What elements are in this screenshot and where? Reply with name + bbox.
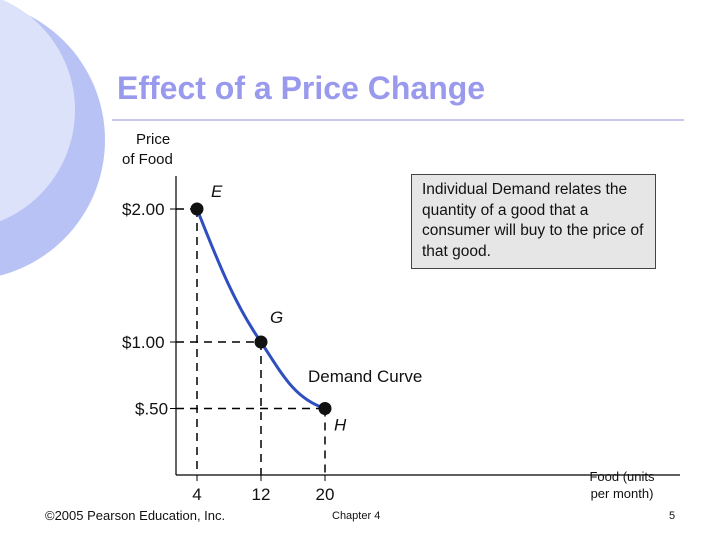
- title-divider: [112, 119, 684, 121]
- y-axis-label-line: of Food: [122, 151, 173, 168]
- point-label-e: E: [211, 182, 223, 201]
- footer-copyright: ©2005 Pearson Education, Inc.: [45, 508, 226, 523]
- demand-curve-label: Demand Curve: [308, 367, 422, 386]
- y-axis-label-line: Price: [136, 131, 170, 148]
- point-h: [318, 402, 332, 415]
- x-tick-label: 4: [192, 485, 201, 504]
- point-e: [190, 202, 204, 216]
- slide-title: Effect of a Price Change: [117, 70, 486, 106]
- point-label-h: H: [334, 416, 347, 435]
- x-axis-label-line: per month): [591, 486, 654, 501]
- x-tick-label: 20: [316, 485, 335, 504]
- chart-axes: [170, 176, 680, 481]
- footer-chapter: Chapter 4: [332, 510, 381, 522]
- deco-circle-inner: [0, 0, 75, 222]
- guide-lines: [176, 208, 326, 475]
- y-tick-label: $2.00: [122, 200, 165, 219]
- y-tick-label: $1.00: [122, 333, 165, 352]
- chart-marks: [190, 202, 332, 415]
- info-box: Individual Demand relates the quantity o…: [411, 174, 656, 269]
- demand-curve-line: [195, 208, 326, 410]
- x-tick-label: 12: [252, 485, 271, 504]
- page-number: 5: [669, 510, 676, 522]
- decorative-circles: [0, 0, 105, 276]
- point-g: [254, 335, 268, 349]
- x-axis-label-line: Food (units: [589, 469, 655, 484]
- point-label-g: G: [270, 308, 283, 327]
- chart-labels: Price of Food Food (units per month) $2.00 $1…: [122, 131, 655, 504]
- y-tick-label: $.50: [135, 400, 168, 419]
